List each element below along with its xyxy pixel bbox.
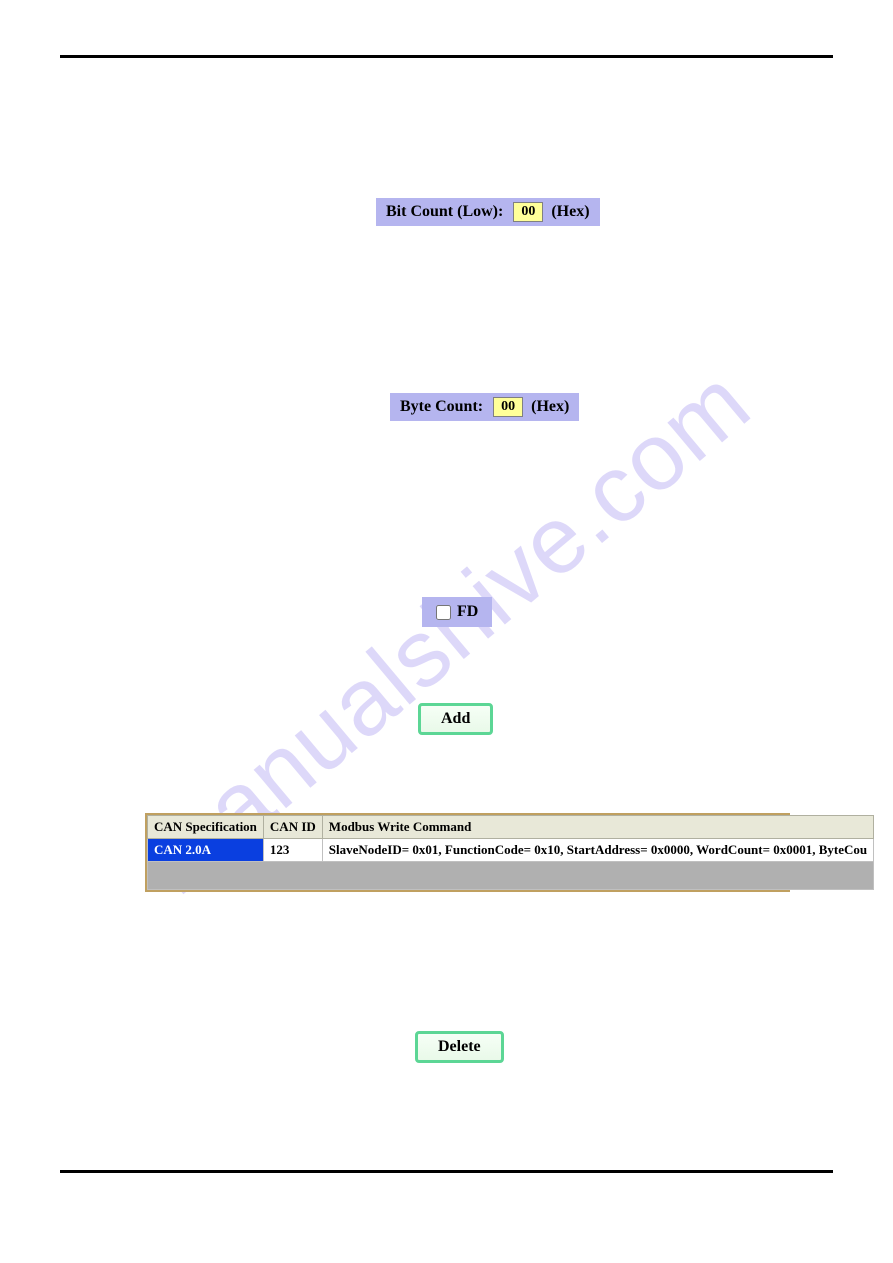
cell-can-id: 123 [263, 839, 322, 862]
table-row[interactable]: CAN 2.0A 123 SlaveNodeID= 0x01, Function… [148, 839, 874, 862]
command-table: CAN Specification CAN ID Modbus Write Co… [145, 813, 790, 892]
cell-can-spec: CAN 2.0A [148, 839, 264, 862]
byte-count-input[interactable] [493, 397, 523, 417]
top-rule [60, 55, 833, 58]
bit-count-low-field: Bit Count (Low): (Hex) [376, 198, 600, 226]
fd-label: FD [457, 603, 478, 621]
byte-count-field: Byte Count: (Hex) [390, 393, 579, 421]
table-header-row: CAN Specification CAN ID Modbus Write Co… [148, 816, 874, 839]
bit-count-low-label: Bit Count (Low): [386, 203, 503, 221]
bit-count-low-suffix: (Hex) [551, 203, 589, 221]
byte-count-suffix: (Hex) [531, 398, 569, 416]
byte-count-label: Byte Count: [400, 398, 483, 416]
delete-button[interactable]: Delete [415, 1031, 504, 1063]
col-can-spec[interactable]: CAN Specification [148, 816, 264, 839]
col-modbus-cmd[interactable]: Modbus Write Command [322, 816, 873, 839]
cell-modbus-cmd: SlaveNodeID= 0x01, FunctionCode= 0x10, S… [322, 839, 873, 862]
fd-checkbox[interactable] [436, 605, 451, 620]
add-button[interactable]: Add [418, 703, 493, 735]
bit-count-low-input[interactable] [513, 202, 543, 222]
bottom-rule [60, 1170, 833, 1173]
fd-field: FD [422, 597, 492, 627]
table-empty-row [148, 862, 874, 890]
col-can-id[interactable]: CAN ID [263, 816, 322, 839]
